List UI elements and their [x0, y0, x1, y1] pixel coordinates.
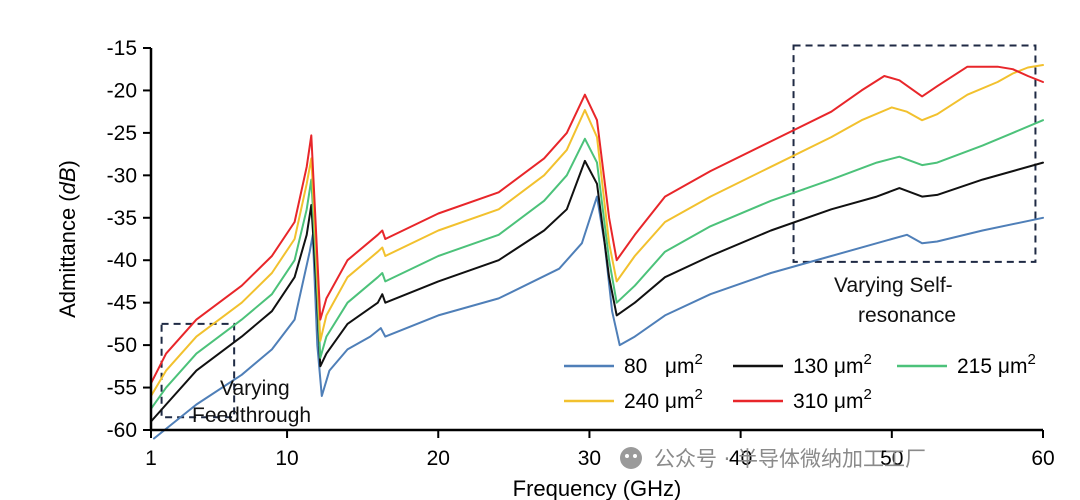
series-line-80 — [153, 195, 1044, 440]
self-resonance-annotation-line2: resonance — [858, 304, 956, 327]
y-axis-label-prefix: Admittance ( — [55, 194, 80, 318]
x-tick-label: 50 — [880, 447, 903, 470]
y-tick-label: -40 — [107, 249, 137, 272]
y-ticks: -15 -20 -25 -30 -35 -40 -45 -50 -55 -60 — [107, 37, 151, 442]
watermark: 公众号 · 半导体微纳加工工厂 — [620, 447, 926, 471]
x-tick-label: 20 — [427, 447, 450, 470]
legend-label-215: 215 μm2 — [957, 351, 1036, 378]
y-axis-label-suffix: ) — [55, 160, 80, 167]
y-tick-label: -60 — [107, 419, 137, 442]
self-resonance-box — [792, 44, 1037, 263]
feedthrough-box — [160, 322, 236, 419]
y-axis-label: Admittance (dB) — [55, 160, 80, 318]
y-tick-label: -35 — [107, 207, 137, 230]
series-line-215 — [150, 119, 1044, 410]
y-tick-label: -15 — [107, 37, 137, 60]
y-tick-label: -45 — [107, 292, 137, 315]
y-tick-label: -55 — [107, 377, 137, 400]
y-tick-label: -25 — [107, 122, 137, 145]
self-resonance-annotation-line1: Varying Self- — [834, 274, 953, 297]
y-tick-label: -50 — [107, 334, 137, 357]
x-ticks: 1 10 20 30 40 50 60 — [145, 430, 1055, 470]
feedthrough-annotation-line2: Feedthrough — [192, 404, 311, 427]
wechat-icon — [620, 447, 642, 469]
legend-label-80: 80 μm2 — [624, 351, 703, 378]
y-axis-label-unit: dB — [55, 167, 80, 194]
series-line-310 — [150, 65, 1044, 385]
x-tick-label: 10 — [275, 447, 298, 470]
legend-label-130: 130 μm2 — [793, 351, 872, 378]
x-tick-label: 1 — [145, 447, 157, 470]
series-layer — [150, 64, 1044, 440]
legend-label-310: 310 μm2 — [793, 386, 872, 413]
y-tick-label: -20 — [107, 79, 137, 102]
x-axis-label: Frequency (GHz) — [513, 476, 682, 500]
x-tick-label: 40 — [729, 447, 752, 470]
feedthrough-annotation-line1: Varying — [220, 377, 290, 400]
x-tick-label: 60 — [1031, 447, 1054, 470]
legend: 80 μm2 130 μm2 215 μm2 240 μm2 310 μm2 — [564, 351, 1036, 413]
series-line-240 — [150, 64, 1044, 397]
axes — [149, 48, 1043, 432]
annotation-boxes — [160, 44, 1037, 419]
series-line-130 — [150, 159, 1044, 423]
y-tick-label: -30 — [107, 164, 137, 187]
watermark-text: 公众号 · 半导体微纳加工工厂 — [654, 447, 926, 471]
legend-label-240: 240 μm2 — [624, 386, 703, 413]
x-tick-label: 30 — [578, 447, 601, 470]
